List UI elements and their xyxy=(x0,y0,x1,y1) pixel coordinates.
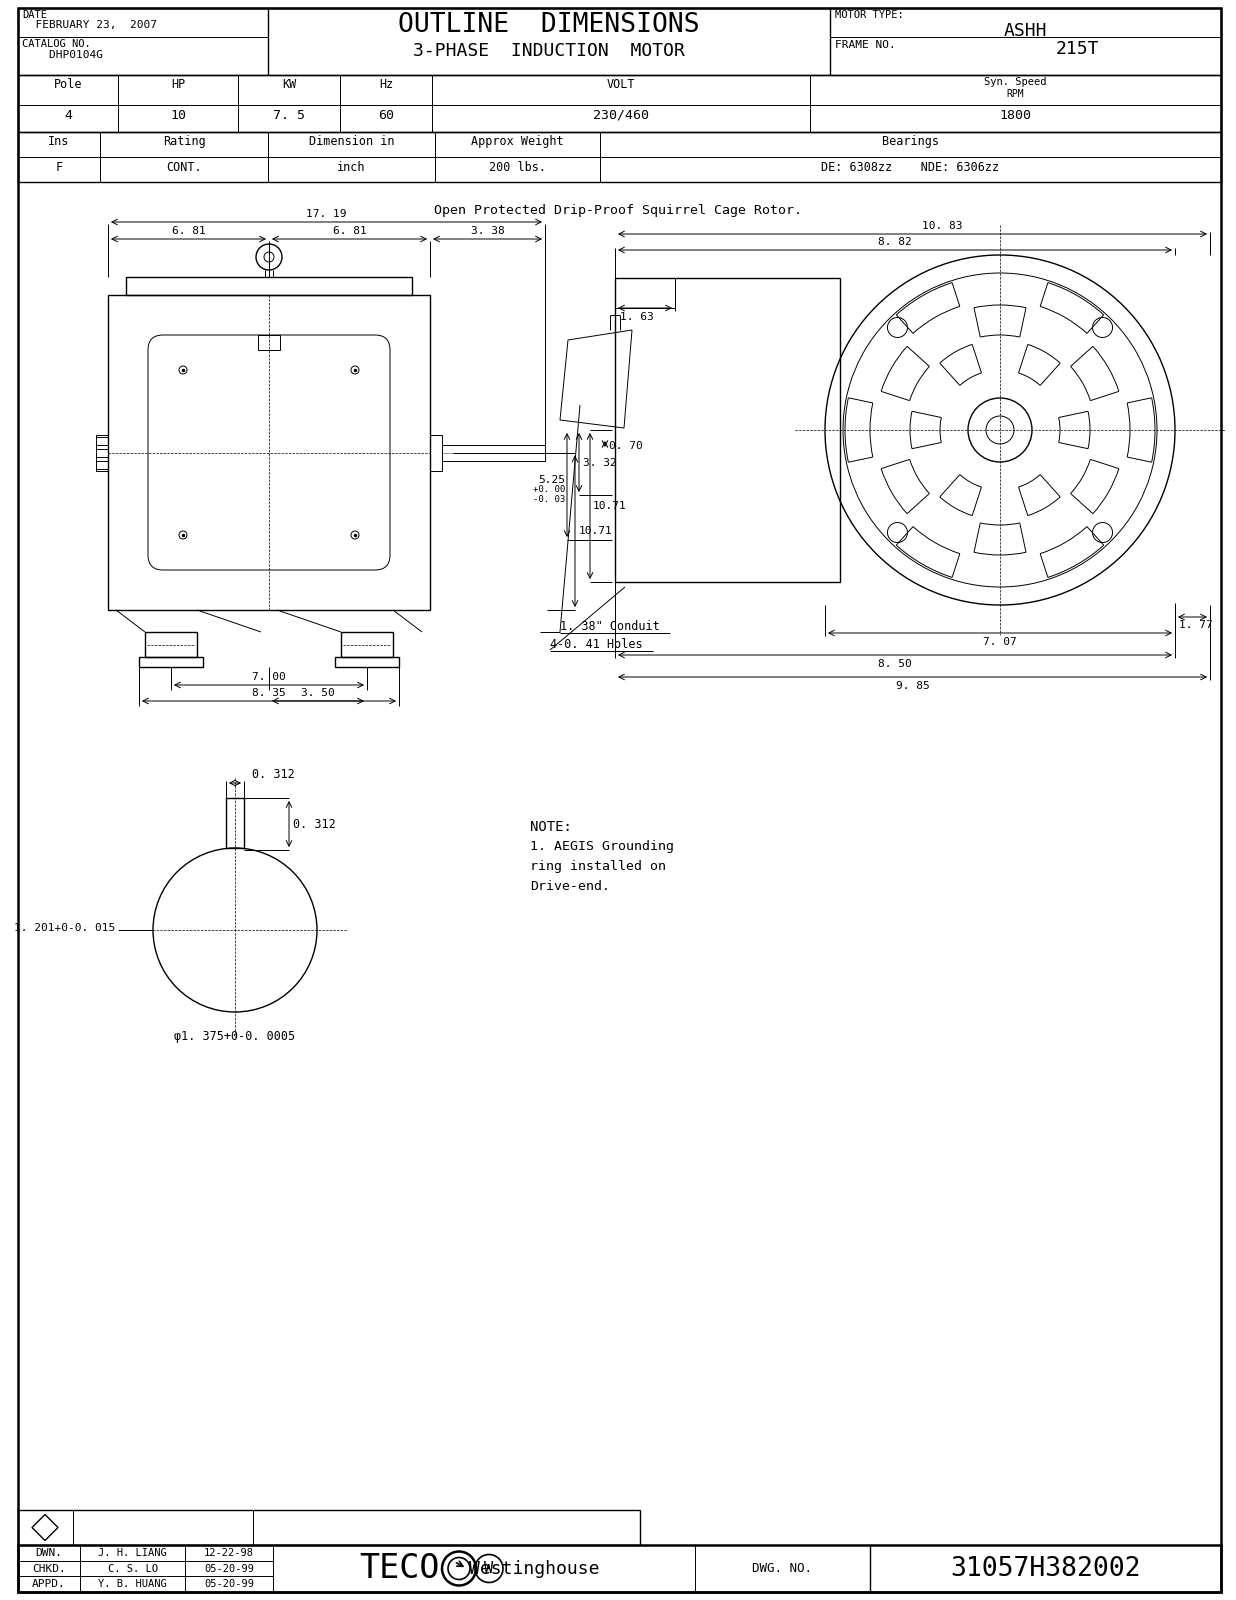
Text: 31057H382002: 31057H382002 xyxy=(950,1555,1141,1581)
Text: 1. 201+0-0. 015: 1. 201+0-0. 015 xyxy=(14,923,115,933)
Text: 10.71: 10.71 xyxy=(593,501,627,510)
Text: F: F xyxy=(56,162,63,174)
Text: FEBRUARY 23,  2007: FEBRUARY 23, 2007 xyxy=(22,19,157,30)
Text: DATE: DATE xyxy=(22,10,47,19)
Text: 8. 82: 8. 82 xyxy=(878,237,912,246)
Text: 1. 63: 1. 63 xyxy=(620,312,654,322)
Text: φ1. 375+0-0. 0005: φ1. 375+0-0. 0005 xyxy=(174,1030,295,1043)
Text: 05-20-99: 05-20-99 xyxy=(204,1563,255,1573)
Bar xyxy=(430,435,442,470)
Text: VOLT: VOLT xyxy=(607,78,635,91)
Text: 10. 83: 10. 83 xyxy=(922,221,963,230)
Text: 3. 32: 3. 32 xyxy=(583,458,617,467)
Text: 200 lbs.: 200 lbs. xyxy=(489,162,546,174)
Bar xyxy=(616,278,840,582)
Text: Bearings: Bearings xyxy=(883,134,939,149)
Text: OUTLINE  DIMENSIONS: OUTLINE DIMENSIONS xyxy=(398,11,700,38)
Text: ring installed on: ring installed on xyxy=(530,861,666,874)
Text: ASHH: ASHH xyxy=(1004,22,1047,40)
Bar xyxy=(335,658,399,667)
Text: 12-22-98: 12-22-98 xyxy=(204,1547,255,1558)
Bar xyxy=(341,632,393,658)
Text: MOTOR TYPE:: MOTOR TYPE: xyxy=(836,10,904,19)
Text: Dimension in: Dimension in xyxy=(309,134,394,149)
Text: Hz: Hz xyxy=(379,78,393,91)
Text: 10.71: 10.71 xyxy=(578,526,613,536)
Text: 1. AEGIS Grounding: 1. AEGIS Grounding xyxy=(530,840,674,853)
Text: 4-0. 41 Holes: 4-0. 41 Holes xyxy=(550,638,643,651)
Bar xyxy=(19,75,1221,133)
Bar xyxy=(442,445,545,461)
Text: 0. 70: 0. 70 xyxy=(609,442,643,451)
Text: 0. 312: 0. 312 xyxy=(293,818,336,830)
Bar xyxy=(19,133,1221,182)
Text: 8. 50: 8. 50 xyxy=(878,659,912,669)
Bar xyxy=(19,1546,1221,1592)
Text: inch: inch xyxy=(337,162,366,174)
Text: 3. 38: 3. 38 xyxy=(471,226,504,235)
Text: 7. 5: 7. 5 xyxy=(273,109,305,122)
Text: 0. 312: 0. 312 xyxy=(252,768,294,781)
Text: +0. 00: +0. 00 xyxy=(533,485,565,494)
Text: 1800: 1800 xyxy=(1000,109,1032,122)
Text: 10: 10 xyxy=(171,109,185,122)
Text: 6. 81: 6. 81 xyxy=(332,226,366,235)
Text: CHKD.: CHKD. xyxy=(32,1563,66,1573)
Bar xyxy=(126,277,412,294)
Text: DHP0104G: DHP0104G xyxy=(22,50,103,59)
Text: Pole: Pole xyxy=(53,78,83,91)
Bar xyxy=(19,1510,640,1546)
Text: Rating: Rating xyxy=(163,134,205,149)
Text: Syn. Speed: Syn. Speed xyxy=(984,77,1047,86)
Bar xyxy=(145,632,197,658)
Bar xyxy=(108,294,430,610)
Text: 3. 50: 3. 50 xyxy=(302,688,335,698)
Text: Westinghouse: Westinghouse xyxy=(468,1560,599,1578)
Bar xyxy=(96,435,108,470)
Text: KW: KW xyxy=(282,78,297,91)
Text: 1. 77: 1. 77 xyxy=(1179,619,1213,630)
Text: 4: 4 xyxy=(64,109,72,122)
Text: FRAME NO.: FRAME NO. xyxy=(836,40,910,50)
Text: NOTE:: NOTE: xyxy=(530,819,572,834)
Text: Open Protected Drip-Proof Squirrel Cage Rotor.: Open Protected Drip-Proof Squirrel Cage … xyxy=(434,203,802,218)
Text: 05-20-99: 05-20-99 xyxy=(204,1579,255,1589)
Text: CATALOG NO.: CATALOG NO. xyxy=(22,38,90,50)
Text: Approx Weight: Approx Weight xyxy=(471,134,564,149)
Text: Ins: Ins xyxy=(48,134,69,149)
Text: Y. B. HUANG: Y. B. HUANG xyxy=(98,1579,167,1589)
Text: TECO: TECO xyxy=(358,1552,439,1586)
Text: 7. 07: 7. 07 xyxy=(983,637,1017,646)
Bar xyxy=(226,798,243,848)
Text: HP: HP xyxy=(171,78,185,91)
Text: 230/460: 230/460 xyxy=(593,109,649,122)
Bar xyxy=(258,334,281,350)
Text: 7. 00: 7. 00 xyxy=(252,672,286,682)
Text: DWN.: DWN. xyxy=(36,1547,63,1558)
Text: C. S. LO: C. S. LO xyxy=(108,1563,157,1573)
Text: DE: 6308zz    NDE: 6306zz: DE: 6308zz NDE: 6306zz xyxy=(822,162,1000,174)
Text: Drive-end.: Drive-end. xyxy=(530,880,611,893)
Bar xyxy=(138,658,203,667)
Text: RPM: RPM xyxy=(1006,90,1025,99)
Text: 215T: 215T xyxy=(1056,40,1099,58)
Bar xyxy=(19,8,1221,75)
Text: 6. 81: 6. 81 xyxy=(172,226,205,235)
Text: 17. 19: 17. 19 xyxy=(307,210,347,219)
Text: 5.25: 5.25 xyxy=(538,475,565,485)
Text: 9. 85: 9. 85 xyxy=(896,682,929,691)
Text: -0. 03: -0. 03 xyxy=(533,494,565,504)
Text: CONT.: CONT. xyxy=(166,162,201,174)
Text: 3-PHASE  INDUCTION  MOTOR: 3-PHASE INDUCTION MOTOR xyxy=(413,42,685,59)
Text: W: W xyxy=(485,1562,493,1576)
Text: 8. 35: 8. 35 xyxy=(252,688,286,698)
Text: 1. 38" Conduit: 1. 38" Conduit xyxy=(560,619,660,634)
Text: DWG. NO.: DWG. NO. xyxy=(753,1562,812,1574)
Text: J. H. LIANG: J. H. LIANG xyxy=(98,1547,167,1558)
Text: APPD.: APPD. xyxy=(32,1579,66,1589)
Text: 60: 60 xyxy=(378,109,394,122)
